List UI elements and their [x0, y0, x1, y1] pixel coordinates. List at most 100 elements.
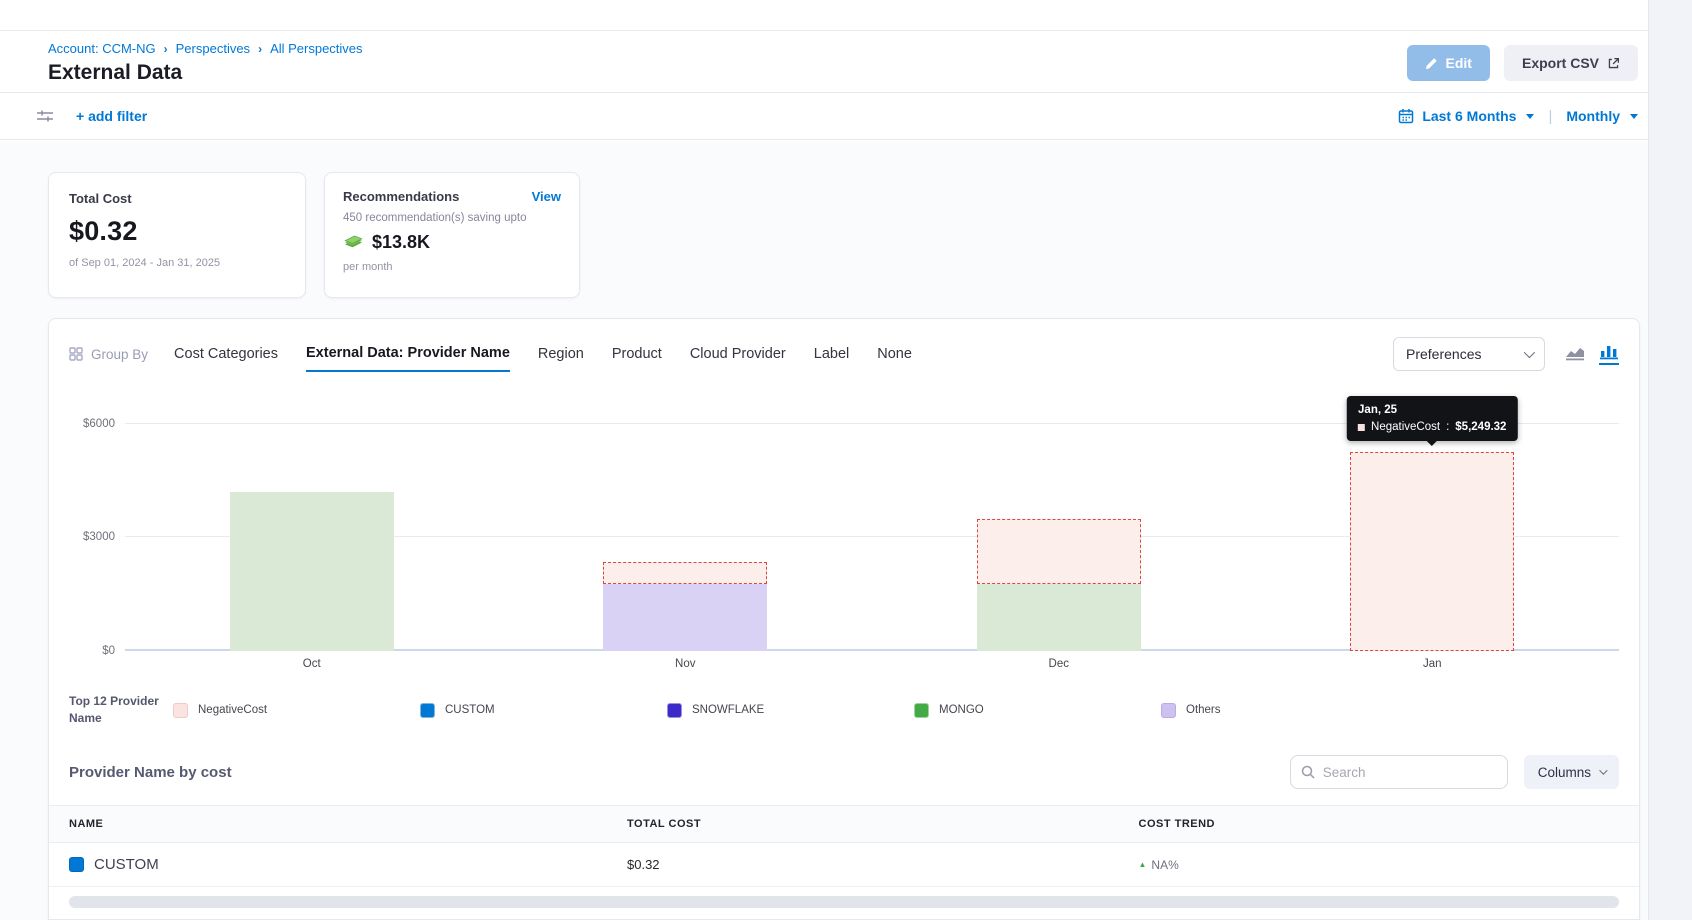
tooltip-separator: : — [1446, 421, 1450, 434]
top-divider — [0, 30, 1648, 31]
pencil-icon — [1425, 57, 1438, 70]
x-tick-label: Jan — [1422, 658, 1442, 670]
bar-segment-mongo[interactable] — [976, 584, 1141, 651]
bar-segment-negativecost[interactable] — [976, 519, 1141, 585]
external-link-icon — [1607, 57, 1620, 70]
breadcrumb-account[interactable]: Account: CCM-NG — [48, 41, 156, 56]
legend-label: Others — [1186, 704, 1221, 716]
total-cost-card: Total Cost $0.32 of Sep 01, 2024 - Jan 3… — [48, 172, 306, 298]
total-cost-period: of Sep 01, 2024 - Jan 31, 2025 — [69, 257, 221, 269]
bar-chart-icon[interactable] — [1599, 344, 1619, 365]
area-chart-icon[interactable] — [1565, 345, 1585, 364]
bar-segment-mongo[interactable] — [229, 491, 394, 651]
money-icon — [343, 235, 364, 251]
trend-up-icon: ▲ — [1138, 860, 1147, 869]
filter-left: + add filter — [36, 108, 147, 124]
export-csv-button[interactable]: Export CSV — [1503, 45, 1638, 81]
tab-product[interactable]: Product — [611, 345, 662, 362]
legend-item-mongo[interactable]: MONGO — [914, 702, 1161, 718]
chart-and-table-card: Group By Cost Categories External Data: … — [48, 318, 1640, 920]
x-tick-label: Dec — [1048, 658, 1069, 670]
bar-column-oct[interactable] — [125, 401, 499, 651]
header-actions: Edit Export CSV — [1406, 45, 1638, 81]
x-tick-label: Oct — [302, 658, 321, 670]
edit-button[interactable]: Edit — [1406, 45, 1490, 81]
col-header-total-cost[interactable]: TOTAL COST — [627, 818, 702, 830]
tab-external-data-provider-name[interactable]: External Data: Provider Name — [306, 337, 510, 372]
recommendations-subtitle: 450 recommendation(s) saving upto — [343, 212, 527, 224]
columns-label: Columns — [1537, 764, 1591, 780]
add-filter-button[interactable]: + add filter — [76, 108, 148, 124]
edit-button-label: Edit — [1445, 55, 1472, 71]
tab-cloud-provider[interactable]: Cloud Provider — [689, 345, 786, 362]
content: Total Cost $0.32 of Sep 01, 2024 - Jan 3… — [0, 141, 1648, 920]
page-title: External Data — [48, 61, 183, 84]
total-cost-title: Total Cost — [69, 191, 132, 206]
tab-label[interactable]: Label — [813, 345, 850, 362]
chart-legend: Top 12 Provider Name NegativeCost CUSTOM — [69, 687, 1619, 733]
search-input[interactable] — [1322, 764, 1500, 780]
tooltip-title: Jan, 25 — [1358, 404, 1398, 417]
table-title: Provider Name by cost — [69, 763, 232, 781]
chart-x-axis: Oct Nov Dec Jan — [125, 651, 1619, 677]
bar-segment-others[interactable] — [603, 584, 768, 651]
breadcrumb-all-perspectives[interactable]: All Perspectives — [270, 41, 363, 56]
row-name-cell: CUSTOM — [69, 856, 627, 873]
bar-column-jan[interactable] — [1246, 401, 1620, 651]
y-tick-label: $3000 — [83, 531, 115, 544]
tooltip-swatch — [1358, 423, 1366, 431]
legend-item-negativecost[interactable]: NegativeCost — [173, 702, 420, 718]
filter-bar: + add filter Last 6 Months | Monthly — [0, 92, 1648, 140]
y-tick-label: $6000 — [83, 417, 115, 430]
cost-chart: $0 $3000 $6000 Jan, 25 NegativeCost : $5,2… — [69, 396, 1620, 677]
search-box — [1289, 755, 1508, 789]
breadcrumb: Account: CCM-NG › Perspectives › All Per… — [48, 41, 363, 56]
legend-item-others[interactable]: Others — [1161, 702, 1408, 718]
chart-main: Jan, 25 NegativeCost : $5,249.32 Oct Nov D… — [125, 396, 1620, 677]
col-header-cost-trend[interactable]: COST TREND — [1138, 818, 1215, 830]
legend-swatch — [173, 702, 188, 718]
filter-right: Last 6 Months | Monthly — [1398, 108, 1638, 125]
tab-region[interactable]: Region — [537, 345, 584, 362]
legend-items: NegativeCost CUSTOM SNOWFLAKE MONGO — [173, 702, 1619, 718]
table-row[interactable]: CUSTOM $0.32 ▲ NA% — [49, 843, 1639, 887]
group-by-tabs: Cost Categories External Data: Provider … — [174, 337, 912, 372]
horizontal-scrollbar[interactable] — [69, 896, 1619, 908]
row-total-cost: $0.32 — [627, 857, 660, 872]
breadcrumb-perspectives[interactable]: Perspectives — [175, 41, 251, 56]
total-cost-value: $0.32 — [69, 216, 138, 246]
col-header-name[interactable]: NAME — [69, 818, 104, 830]
group-by-row: Group By Cost Categories External Data: … — [69, 335, 1619, 373]
chevron-down-icon — [1599, 766, 1608, 775]
recommendations-card: Recommendations View 450 recommendation(… — [324, 172, 580, 298]
bar-column-nov[interactable] — [499, 401, 873, 651]
legend-item-snowflake[interactable]: SNOWFLAKE — [667, 702, 914, 718]
granularity-selector[interactable]: Monthly — [1566, 108, 1620, 124]
preferences-dropdown[interactable]: Preferences — [1393, 337, 1545, 371]
chart-y-axis: $0 $3000 $6000 — [69, 401, 125, 657]
provider-table: NAME TOTAL COST COST TREND CUSTOM $0.32 … — [49, 805, 1639, 887]
date-range-selector[interactable]: Last 6 Months — [1422, 108, 1517, 124]
legend-item-custom[interactable]: CUSTOM — [420, 702, 667, 718]
row-color-swatch — [69, 857, 84, 872]
chevron-right-icon: › — [163, 41, 168, 56]
gridline — [125, 422, 1619, 424]
y-tick-label: $0 — [102, 645, 115, 657]
filter-sliders-icon[interactable] — [36, 109, 54, 123]
group-by-left: Group By Cost Categories External Data: … — [69, 337, 912, 372]
chevron-right-icon: › — [258, 41, 263, 56]
recommendations-view-link[interactable]: View — [531, 189, 561, 204]
x-tick-label: Nov — [675, 658, 696, 670]
recommendations-amount: $13.8K — [372, 232, 431, 252]
bar-column-dec[interactable] — [872, 401, 1246, 651]
table-controls: Provider Name by cost Columns — [69, 755, 1619, 789]
bar-segment-negativecost[interactable] — [603, 562, 768, 585]
group-by-right: Preferences — [1393, 337, 1619, 371]
bar-segment-negativecost[interactable] — [1350, 452, 1515, 651]
preferences-label: Preferences — [1406, 346, 1482, 362]
columns-button[interactable]: Columns — [1523, 755, 1619, 789]
tab-cost-categories[interactable]: Cost Categories — [174, 345, 278, 362]
tab-none[interactable]: None — [877, 345, 912, 362]
chevron-down-icon — [1523, 346, 1536, 359]
